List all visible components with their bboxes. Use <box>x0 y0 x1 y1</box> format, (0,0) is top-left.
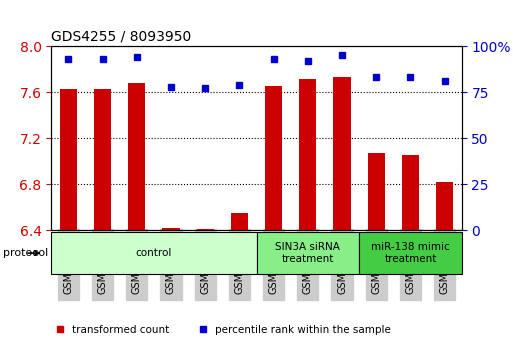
Bar <box>231 213 248 230</box>
Bar <box>333 77 350 230</box>
Text: protocol: protocol <box>3 248 48 258</box>
FancyBboxPatch shape <box>359 233 462 274</box>
FancyBboxPatch shape <box>51 233 256 274</box>
Text: SIN3A siRNA
treatment: SIN3A siRNA treatment <box>275 242 340 264</box>
Bar <box>128 83 145 230</box>
Text: transformed count: transformed count <box>72 325 169 335</box>
Bar <box>163 228 180 230</box>
Bar <box>299 79 317 230</box>
Text: control: control <box>136 248 172 258</box>
Bar <box>402 155 419 230</box>
Bar <box>265 86 282 230</box>
Bar <box>436 182 453 230</box>
Bar <box>368 153 385 230</box>
Bar <box>94 88 111 230</box>
Bar <box>60 88 77 230</box>
Text: GDS4255 / 8093950: GDS4255 / 8093950 <box>51 29 191 44</box>
Bar <box>196 229 214 230</box>
Text: miR-138 mimic
treatment: miR-138 mimic treatment <box>371 242 450 264</box>
Text: percentile rank within the sample: percentile rank within the sample <box>215 325 391 335</box>
FancyBboxPatch shape <box>256 233 359 274</box>
